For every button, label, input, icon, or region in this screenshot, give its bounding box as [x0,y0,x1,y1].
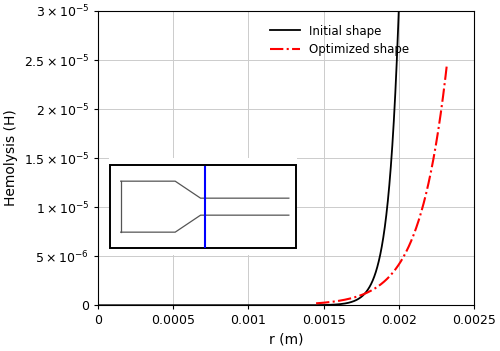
X-axis label: r (m): r (m) [269,333,304,347]
Y-axis label: Hemolysis (H): Hemolysis (H) [4,110,18,206]
Legend: Initial shape, Optimized shape: Initial shape, Optimized shape [266,20,414,61]
